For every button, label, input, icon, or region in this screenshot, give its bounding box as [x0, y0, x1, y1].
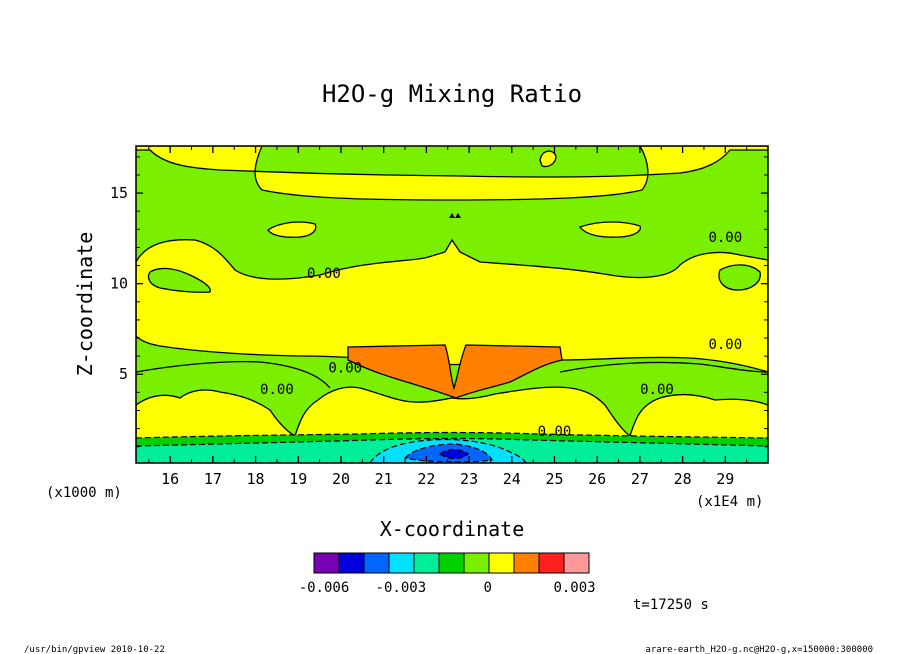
footer-right: arare-earth_H2O-g.nc@H2O-g,x=150000:3000… [645, 645, 873, 654]
x-tick-label: 26 [588, 470, 606, 488]
y-axis-label: Z-coordinate [73, 232, 97, 377]
colorbar-swatch [388, 552, 415, 574]
contour-label: 0.00 [328, 360, 362, 376]
plot-frame [135, 145, 769, 464]
contour-label: 0.00 [708, 337, 742, 353]
colorbar-tick-labels: -0.006 -0.003 0 0.003 [299, 580, 596, 596]
upper-yellow-region [136, 146, 768, 201]
y-tick-label: 15 [110, 184, 128, 202]
colorbar-swatch [488, 552, 515, 574]
upper-left-yellow-lens [267, 221, 317, 238]
colorbar-swatch [313, 552, 340, 574]
x-tick-label: 21 [375, 470, 393, 488]
colorbar-swatch [563, 552, 590, 574]
bottom-navy-core [438, 448, 469, 460]
x-unit-label: (x1E4 m) [696, 494, 763, 510]
middle-yellow-region [136, 238, 768, 373]
colorbar-swatch [463, 552, 490, 574]
x-tick-label: 28 [674, 470, 692, 488]
contour-label: 0.00 [260, 382, 294, 398]
contour-label: 0.00 [538, 424, 572, 440]
x-axis-ticks: 16 17 18 19 20 21 22 23 24 25 26 27 28 29 [148, 146, 748, 488]
colorbar [313, 552, 590, 574]
x-tick-label: 24 [503, 470, 521, 488]
colorbar-tick-label: 0 [483, 580, 491, 596]
plot-area [136, 146, 768, 463]
x-tick-label: 20 [332, 470, 350, 488]
x-tick-label: 23 [460, 470, 478, 488]
orange-maximum-region [347, 344, 563, 399]
colorbar-tick-label: -0.006 [299, 580, 350, 596]
contour-label: 0.00 [307, 266, 341, 282]
contour-labels: 0.00 0.00 0.00 0.00 0.00 0.00 0.00 [260, 230, 742, 440]
colorbar-swatch [413, 552, 440, 574]
x-tick-label: 29 [716, 470, 734, 488]
x-tick-label: 22 [417, 470, 435, 488]
right-green-patch [718, 264, 761, 291]
top-right-yellow-blob [539, 150, 557, 168]
left-green-patch [147, 267, 211, 293]
x-tick-label: 17 [204, 470, 222, 488]
colorbar-swatch [338, 552, 365, 574]
chart-title: H2O-g Mixing Ratio [322, 80, 582, 108]
contour-line-middle [136, 360, 768, 389]
colorbar-swatch [363, 552, 390, 574]
time-label: t=17250 s [633, 597, 709, 613]
top-center-marker-right [455, 213, 461, 218]
colorbar-tick-label: 0.003 [553, 580, 595, 596]
upper-right-yellow-lens [578, 221, 641, 238]
y-tick-label: 5 [119, 365, 128, 383]
x-tick-label: 25 [545, 470, 563, 488]
contour-label: 0.00 [708, 230, 742, 246]
colorbar-swatch [438, 552, 465, 574]
x-tick-label: 16 [161, 470, 179, 488]
y-tick-label: 10 [110, 275, 128, 293]
x-axis-label: X-coordinate [380, 517, 525, 541]
colorbar-swatch [513, 552, 540, 574]
x-tick-label: 19 [289, 470, 307, 488]
footer-left: /usr/bin/gpview 2010-10-22 [24, 645, 165, 654]
x-tick-label: 27 [631, 470, 649, 488]
x-tick-label: 18 [247, 470, 265, 488]
colorbar-tick-label: -0.003 [376, 580, 427, 596]
top-center-marker-left [449, 213, 455, 218]
y-unit-label: (x1000 m) [46, 485, 122, 501]
colorbar-swatch [538, 552, 565, 574]
contour-label: 0.00 [640, 382, 674, 398]
y-axis-ticks: 5 10 15 [110, 156, 768, 448]
